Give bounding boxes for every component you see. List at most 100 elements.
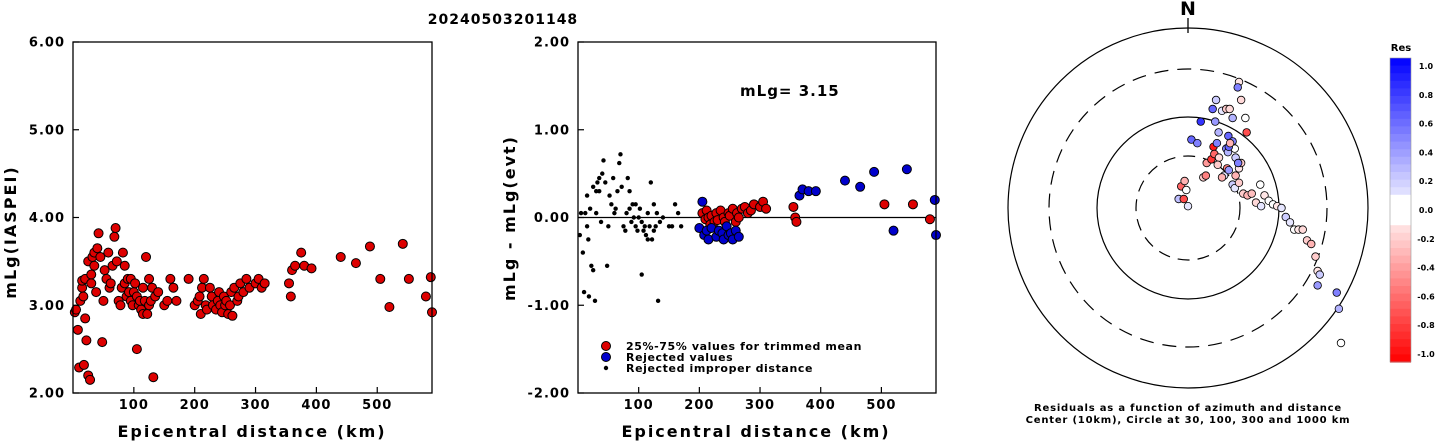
residual-point	[1180, 176, 1189, 186]
improper-distance-point	[603, 180, 608, 185]
figure-title: 20240503201148	[428, 12, 578, 28]
left-y-label: mLg(IASPEI)	[1, 165, 20, 298]
left-data-point	[93, 228, 104, 239]
improper-distance-point	[627, 206, 632, 211]
left-x-tick-label: 400	[301, 398, 331, 413]
residual-point	[1311, 252, 1320, 261]
left-data-point	[290, 260, 301, 271]
colorbar-swatch	[1390, 225, 1411, 234]
middle-y-label: mLg - mLg(evt)	[500, 135, 519, 301]
residual-point	[1228, 113, 1237, 123]
colorbar-swatch	[1390, 118, 1411, 127]
left-data-point	[224, 300, 235, 311]
colorbar-swatch	[1390, 111, 1411, 120]
left-data-point	[141, 251, 152, 262]
left-data-point	[284, 278, 295, 289]
middle-panel: 100 200 300 400 500 -2.00 -1.00 0.00 1.00 2.00 mL…	[500, 36, 941, 441]
residual-point	[1179, 194, 1188, 204]
colorbar-swatch	[1390, 255, 1411, 264]
colorbar-swatch	[1390, 179, 1411, 188]
residual-point	[1230, 183, 1239, 193]
left-data-point	[420, 291, 431, 302]
colorbar-swatch	[1390, 156, 1411, 165]
colorbar-swatch	[1390, 187, 1411, 196]
colorbar-swatch	[1390, 88, 1411, 97]
left-data-point	[117, 247, 128, 258]
north-label: N	[1180, 0, 1196, 20]
improper-distance-point	[637, 206, 643, 211]
residual-point	[1231, 171, 1240, 180]
improper-distance-point	[660, 215, 666, 220]
trimmed-mean-point	[791, 216, 802, 227]
residual-point	[1211, 95, 1221, 105]
improper-distance-point	[609, 202, 614, 207]
legend-label-trimmed: 25%-75% values for trimmed mean	[626, 340, 862, 353]
left-data-point	[137, 282, 148, 293]
residual-point	[1334, 304, 1344, 313]
improper-distance-point	[612, 210, 617, 216]
left-data-point	[95, 251, 106, 262]
improper-distance-point	[654, 210, 660, 216]
left-data-point	[183, 273, 194, 284]
legend-marker-rejected	[601, 352, 611, 362]
left-data-point	[241, 273, 252, 284]
improper-distance-point	[606, 224, 611, 229]
improper-distance-point	[651, 202, 657, 207]
left-data-point	[168, 282, 179, 293]
left-x-tick-label: 100	[119, 398, 149, 413]
middle-x-label: Epicentral distance (km)	[621, 422, 890, 441]
improper-distance-point	[615, 188, 620, 194]
legend-marker-trimmed	[601, 341, 611, 351]
improper-distance-point	[630, 202, 635, 207]
left-data-point	[198, 273, 209, 284]
left-data-point	[110, 223, 121, 234]
left-x-tick-label: 500	[362, 398, 392, 413]
legend-label-rejected: Rejected values	[626, 351, 733, 364]
improper-distance-point	[580, 250, 586, 255]
left-data-point	[425, 272, 436, 283]
middle-y-tick-label: 1.00	[534, 123, 570, 138]
improper-distance-point	[584, 193, 590, 198]
improper-distance-point	[636, 215, 641, 220]
improper-distance-point	[675, 210, 681, 216]
left-data-point	[81, 335, 92, 346]
residual-point	[1193, 138, 1202, 148]
residual-point	[1236, 95, 1246, 105]
middle-y-tick-label: 0.00	[534, 211, 570, 226]
rejected-value-point	[810, 186, 821, 197]
rejected-value-point	[901, 164, 912, 175]
left-data-point	[72, 324, 83, 335]
legend: 25%-75% values for trimmed mean Rejected…	[601, 340, 862, 375]
left-data-point	[98, 295, 109, 306]
residual-point	[1336, 338, 1346, 348]
left-data-point	[109, 231, 120, 242]
left-data-point	[130, 278, 141, 289]
colorbar-tick-label: 1.0	[1419, 62, 1434, 71]
improper-distance-point	[633, 224, 638, 229]
improper-distance-point	[651, 228, 657, 233]
middle-x-tick-label: 200	[684, 398, 714, 413]
colorbar-tick-label: 0.8	[1419, 91, 1434, 100]
mlg-annotation: mLg= 3.15	[740, 82, 840, 100]
residual-point	[1225, 104, 1234, 114]
improper-distance-point	[624, 210, 629, 216]
improper-distance-point	[678, 224, 684, 229]
colorbar-swatch	[1390, 270, 1411, 279]
residual-point	[1247, 189, 1256, 198]
residual-point	[1256, 201, 1266, 211]
residual-point	[1285, 218, 1295, 227]
trimmed-mean-point	[788, 201, 799, 212]
rejected-value-point	[855, 181, 866, 192]
improper-distance-point	[631, 215, 637, 220]
residual-point	[1315, 270, 1324, 279]
left-data-point	[306, 263, 317, 274]
improper-distance-point	[589, 263, 594, 268]
residual-point	[1182, 185, 1191, 195]
improper-distance-point	[583, 210, 588, 216]
colorbar-swatch	[1390, 293, 1411, 302]
residual-point	[1233, 158, 1243, 168]
colorbar-swatch	[1390, 202, 1411, 211]
improper-distance-point	[587, 206, 593, 211]
left-data-point	[78, 291, 89, 302]
residual-point	[1277, 203, 1286, 213]
